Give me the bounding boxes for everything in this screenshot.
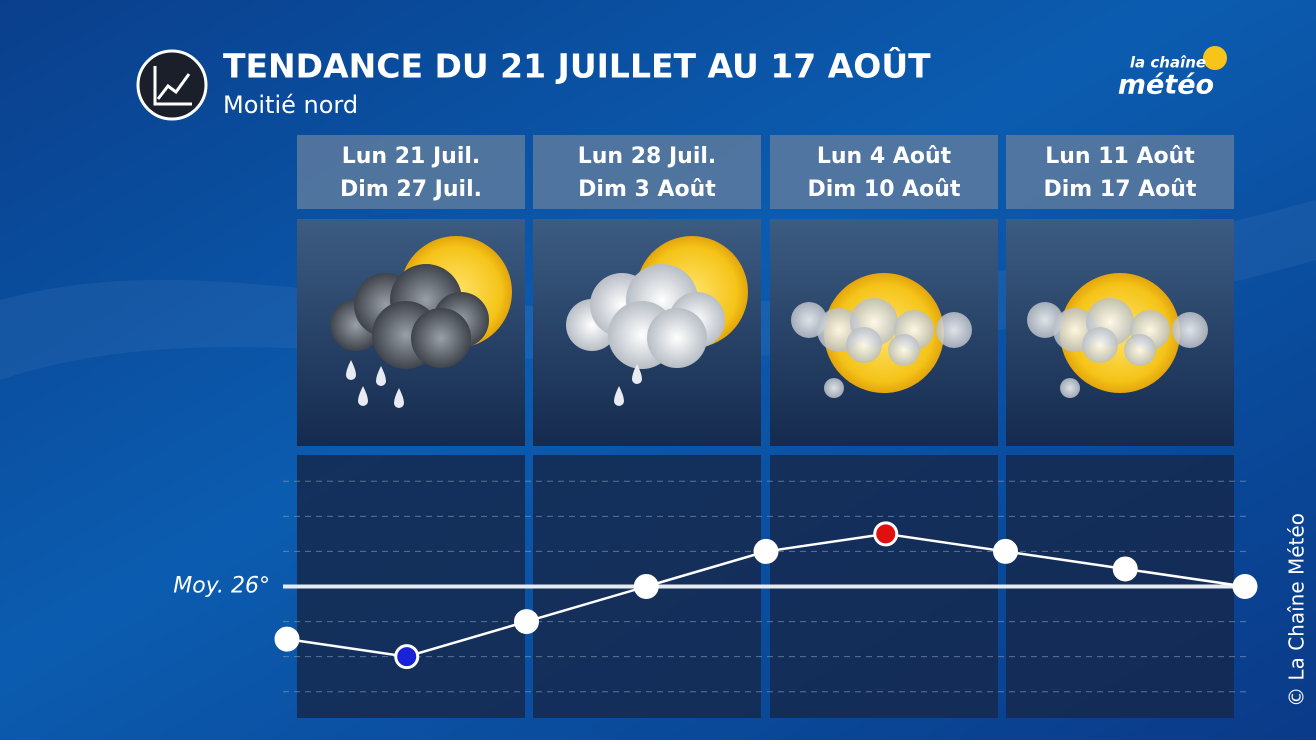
period-start: Lun 28 Juil. bbox=[578, 144, 717, 169]
cloud-puff bbox=[846, 327, 882, 363]
temperature-point bbox=[274, 626, 300, 652]
raindrop bbox=[376, 366, 386, 386]
period-end: Dim 10 Août bbox=[808, 177, 961, 202]
temperature-point bbox=[993, 538, 1018, 564]
temperature-point bbox=[753, 538, 779, 564]
logo-top: la chaîne bbox=[1130, 54, 1206, 72]
weather-icon bbox=[330, 236, 512, 408]
logo-sun bbox=[1203, 46, 1227, 70]
title: TENDANCE DU 21 JUILLET AU 17 AOÛT bbox=[223, 46, 931, 86]
weather-icon bbox=[566, 236, 748, 406]
period-end: Dim 17 Août bbox=[1044, 177, 1197, 202]
trend-icon-glyph bbox=[153, 66, 192, 106]
copyright: © La Chaîne Météo bbox=[1285, 513, 1309, 707]
raindrop bbox=[632, 364, 642, 384]
period-header bbox=[297, 135, 525, 209]
cloud-puff bbox=[936, 312, 972, 348]
raindrop bbox=[358, 386, 368, 406]
cloud-puff bbox=[824, 378, 844, 398]
period-start: Lun 4 Août bbox=[817, 144, 952, 169]
average-label: Moy. 26° bbox=[173, 574, 270, 599]
weather-icon bbox=[791, 273, 972, 398]
period-start: Lun 21 Juil. bbox=[342, 144, 481, 169]
weather-icon bbox=[1027, 273, 1208, 398]
temperature-point bbox=[873, 521, 899, 547]
cloud-puff bbox=[1172, 312, 1208, 348]
temperature-point bbox=[1112, 556, 1138, 582]
cloud-puff bbox=[1082, 327, 1118, 363]
cloud-puff bbox=[888, 334, 920, 366]
period-end: Dim 27 Juil. bbox=[340, 177, 482, 202]
cloud-puff bbox=[411, 308, 471, 368]
raindrop bbox=[614, 386, 624, 406]
period-header bbox=[770, 135, 998, 209]
period-header bbox=[533, 135, 761, 209]
trend-icon bbox=[136, 49, 208, 121]
cloud-puff bbox=[1060, 378, 1080, 398]
raindrop bbox=[346, 360, 356, 380]
subtitle: Moitié nord bbox=[223, 91, 358, 119]
temperature-point bbox=[514, 609, 539, 635]
logo-bottom: météo bbox=[1118, 70, 1214, 101]
raindrop bbox=[394, 388, 404, 408]
temperature-point bbox=[394, 644, 420, 670]
temperature-point bbox=[633, 574, 659, 599]
period-end: Dim 3 Août bbox=[578, 177, 716, 202]
temperature-point bbox=[1232, 574, 1258, 599]
period-header bbox=[1006, 135, 1234, 209]
period-start: Lun 11 Août bbox=[1045, 144, 1195, 169]
cloud-puff bbox=[647, 308, 707, 368]
cloud-puff bbox=[1124, 334, 1156, 366]
